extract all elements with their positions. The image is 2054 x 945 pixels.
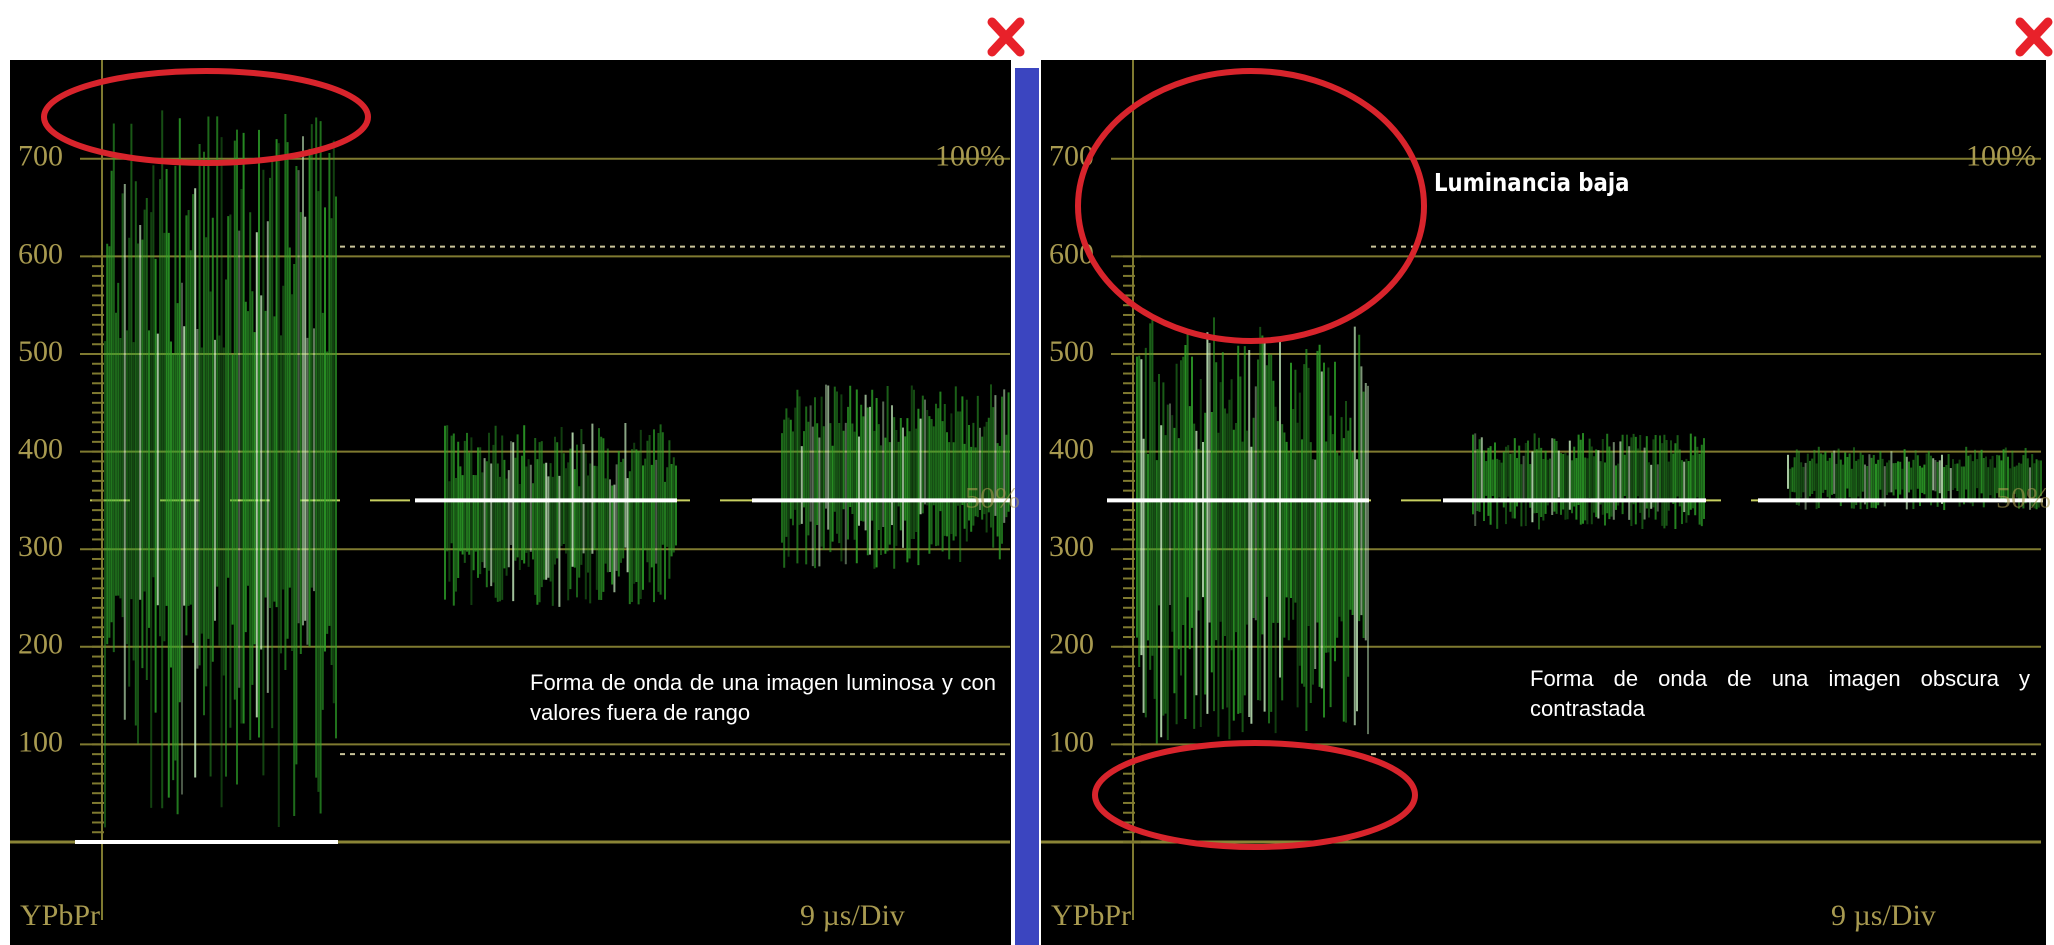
percent-mid: 50% <box>965 481 1020 514</box>
highlight-ellipse <box>1092 740 1418 850</box>
scale-label: 200 <box>18 628 63 661</box>
scale-label: 500 <box>1049 335 1094 368</box>
scale-label: 100 <box>18 725 63 758</box>
percent-mid: 50% <box>1996 481 2051 514</box>
callout: Luminancia baja <box>1434 168 1630 197</box>
scale-label: 300 <box>18 530 63 563</box>
scale-label: 200 <box>1049 628 1094 661</box>
time-scale: 9 µs/Div <box>800 899 905 932</box>
highlight-ellipse <box>41 68 371 166</box>
scale-label: 300 <box>1049 530 1094 563</box>
format-label: YPbPr <box>20 899 100 932</box>
caption: Forma de onda de una imagen obscura y co… <box>1530 666 2030 721</box>
scale-label: 400 <box>1049 432 1094 465</box>
caption: Forma de onda de una imagen luminosa y c… <box>530 670 996 725</box>
close-mark <box>987 17 1025 57</box>
scale-label: 100 <box>1049 725 1094 758</box>
highlights <box>41 68 1427 850</box>
scale-label: 700 <box>18 140 63 173</box>
scale-label: 400 <box>18 432 63 465</box>
divider <box>1015 68 1039 945</box>
percent-top: 100% <box>1966 140 2036 173</box>
scale-label: 600 <box>18 237 63 270</box>
percent-top: 100% <box>935 140 1005 173</box>
left-panel: 700 600 500 400 300 200 100 100% 50% YPbPr 9 µs/Di… <box>10 60 1020 932</box>
scale-label: 500 <box>18 335 63 368</box>
close-mark <box>2015 17 2053 57</box>
time-scale: 9 µs/Div <box>1831 899 1936 932</box>
close-marks <box>987 17 2053 57</box>
highlight-ellipse <box>1075 68 1427 344</box>
format-label: YPbPr <box>1051 899 1131 932</box>
